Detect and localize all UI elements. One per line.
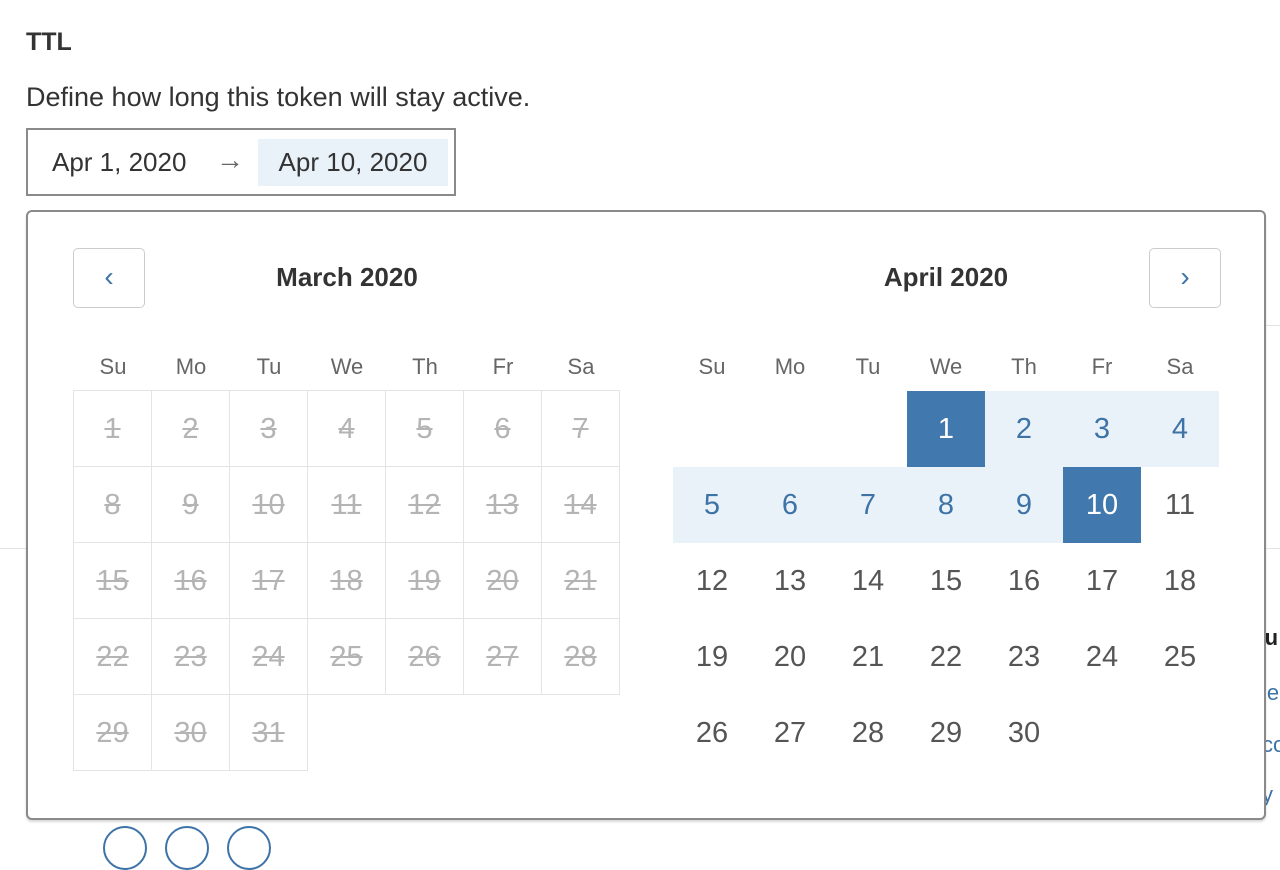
section-title: TTL (26, 28, 72, 56)
day-cell: 3 (229, 390, 308, 467)
day-cell: 13 (463, 466, 542, 543)
day-cell[interactable]: 11 (1164, 489, 1196, 521)
day-cell[interactable]: 13 (773, 565, 807, 597)
radio-icon[interactable] (165, 826, 209, 870)
day-cell: 2 (151, 390, 230, 467)
weekday-label: Fr (1091, 354, 1113, 379)
day-cell[interactable]: 9 (985, 467, 1063, 543)
next-month-button[interactable]: › (1149, 248, 1221, 308)
day-cell: 16 (151, 542, 230, 619)
day-cell[interactable]: 25 (1163, 641, 1197, 673)
day-cell[interactable]: 15 (929, 565, 963, 597)
arrow-right-icon: → (216, 144, 244, 175)
divider (1265, 325, 1280, 326)
day-cell: 29 (73, 694, 152, 771)
day-cell: 11 (307, 466, 386, 543)
day-cell[interactable]: 1 (907, 391, 985, 467)
day-cell[interactable]: 23 (1007, 641, 1041, 673)
day-cell: 30 (151, 694, 230, 771)
weekday-label: Tu (256, 354, 282, 379)
day-cell[interactable]: 26 (695, 717, 729, 749)
day-cell[interactable]: 29 (929, 717, 963, 749)
prev-month-button[interactable]: ‹ (73, 248, 145, 308)
weekday-label: Sa (1166, 354, 1194, 379)
day-cell: 21 (541, 542, 620, 619)
chevron-left-icon: ‹ (104, 261, 114, 292)
day-cell[interactable]: 14 (851, 565, 885, 597)
day-cell: 6 (463, 390, 542, 467)
day-cell[interactable]: 10 (1063, 467, 1141, 543)
day-cell: 12 (385, 466, 464, 543)
day-cell: 4 (307, 390, 386, 467)
day-cell: 27 (463, 618, 542, 695)
day-cell: 20 (463, 542, 542, 619)
day-cell: 10 (229, 466, 308, 543)
day-cell: 1 (73, 390, 152, 467)
day-cell[interactable]: 18 (1163, 565, 1197, 597)
date-range-input[interactable]: Apr 1, 2020 → Apr 10, 2020 (26, 128, 456, 196)
day-cell[interactable]: 16 (1007, 565, 1041, 597)
chevron-right-icon: › (1180, 261, 1190, 292)
day-cell: 24 (229, 618, 308, 695)
end-date[interactable]: Apr 10, 2020 (258, 139, 448, 186)
background-link-fragment[interactable]: co (1262, 732, 1280, 757)
day-cell[interactable]: 28 (851, 717, 885, 749)
day-cell: 18 (307, 542, 386, 619)
day-cell: 25 (307, 618, 386, 695)
weekday-label: Mo (774, 354, 806, 379)
day-cell: 28 (541, 618, 620, 695)
background-link-fragment[interactable]: y (1262, 782, 1273, 807)
day-cell: 23 (151, 618, 230, 695)
weekday-label: Tu (855, 354, 881, 379)
start-date[interactable]: Apr 1, 2020 (52, 147, 187, 177)
weekday-label: Su (99, 354, 127, 379)
day-cell[interactable]: 20 (773, 641, 807, 673)
weekday-label: Mo (175, 354, 207, 379)
month-title: April 2020 (883, 262, 1009, 292)
day-cell[interactable]: 7 (829, 467, 907, 543)
weekday-label: We (330, 354, 364, 379)
weekday-label: Fr (492, 354, 514, 379)
day-cell[interactable]: 21 (851, 641, 885, 673)
background-link-fragment[interactable]: le (1262, 680, 1280, 705)
day-cell[interactable]: 12 (695, 565, 729, 597)
day-cell: 17 (229, 542, 308, 619)
day-cell[interactable]: 30 (1007, 717, 1041, 749)
day-cell: 15 (73, 542, 152, 619)
day-cell[interactable]: 24 (1085, 641, 1119, 673)
day-cell: 7 (541, 390, 620, 467)
month-title: March 2020 (276, 262, 418, 292)
day-cell[interactable]: 4 (1141, 391, 1219, 467)
day-cell: 26 (385, 618, 464, 695)
day-cell: 14 (541, 466, 620, 543)
day-cell[interactable]: 2 (985, 391, 1063, 467)
weekday-label: We (929, 354, 963, 379)
weekday-label: Sa (567, 354, 595, 379)
day-cell[interactable]: 5 (673, 467, 751, 543)
day-cell: 19 (385, 542, 464, 619)
day-cell[interactable]: 27 (773, 717, 807, 749)
weekday-label: Th (1011, 354, 1037, 379)
day-cell: 8 (73, 466, 152, 543)
weekday-label: Th (412, 354, 438, 379)
day-cell: 5 (385, 390, 464, 467)
day-cell[interactable]: 19 (695, 641, 729, 673)
weekday-label: Su (698, 354, 726, 379)
day-cell[interactable]: 8 (907, 467, 985, 543)
day-cell[interactable]: 17 (1085, 565, 1119, 597)
day-cell[interactable]: 6 (751, 467, 829, 543)
day-cell: 9 (151, 466, 230, 543)
section-description: Define how long this token will stay act… (26, 82, 531, 112)
date-picker-popup: ‹ › March 2020 Su Mo Tu We Th Fr Sa 1 2 3 4 5 6 7 8 9 10 1… (26, 210, 1266, 820)
day-cell[interactable]: 3 (1063, 391, 1141, 467)
day-cell: 31 (229, 694, 308, 771)
radio-icon[interactable] (227, 826, 271, 870)
day-cell[interactable]: 22 (929, 641, 963, 673)
day-cell: 22 (73, 618, 152, 695)
radio-icon[interactable] (103, 826, 147, 870)
